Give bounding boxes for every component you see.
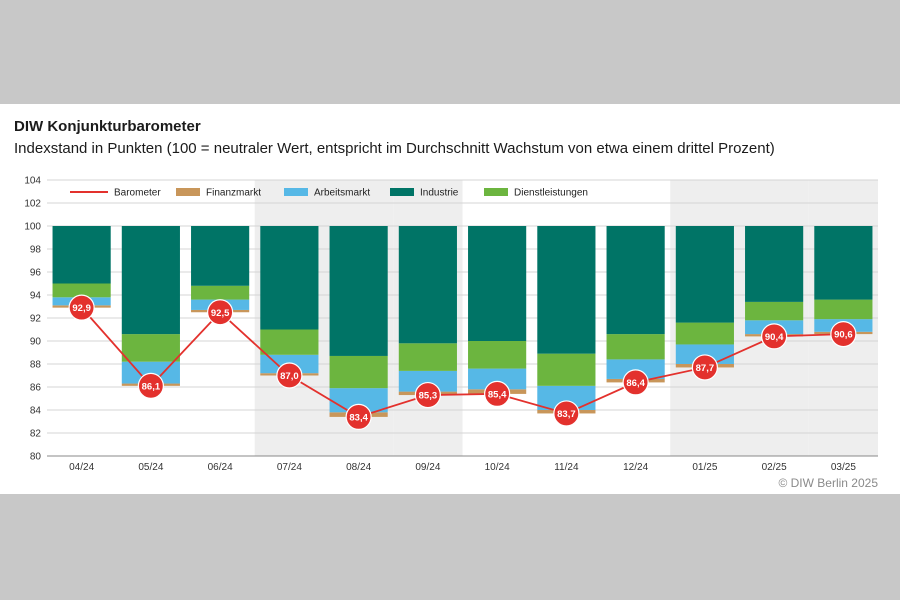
barometer-value-label: 86,1 bbox=[142, 381, 161, 392]
y-tick-label: 104 bbox=[24, 176, 41, 187]
x-tick-label: 04/24 bbox=[69, 462, 94, 473]
copyright-credit: © DIW Berlin 2025 bbox=[778, 476, 878, 490]
y-tick-label: 86 bbox=[30, 383, 42, 394]
bar-arbeitsmarkt bbox=[675, 344, 734, 364]
bar-dienstleistungen bbox=[191, 285, 250, 300]
bar-industrie bbox=[52, 226, 111, 284]
legend-swatch-industrie bbox=[390, 188, 414, 196]
x-tick-label: 03/25 bbox=[831, 462, 856, 473]
legend-swatch-finanzmarkt bbox=[176, 188, 200, 196]
bar-arbeitsmarkt bbox=[606, 359, 665, 379]
bar-dienstleistungen bbox=[675, 322, 734, 345]
legend-label: Finanzmarkt bbox=[206, 188, 261, 199]
bar-dienstleistungen bbox=[398, 343, 457, 371]
x-tick-label: 05/24 bbox=[138, 462, 163, 473]
y-tick-label: 100 bbox=[24, 222, 41, 233]
bar-industrie bbox=[260, 226, 319, 330]
barometer-point bbox=[137, 372, 164, 399]
x-tick-label: 02/25 bbox=[762, 462, 787, 473]
bar-industrie bbox=[675, 226, 734, 323]
barometer-value-label: 86,4 bbox=[626, 378, 645, 389]
chart-subtitle: Indexstand in Punkten (100 = neutraler W… bbox=[14, 140, 775, 157]
legend-label: Dienstleistungen bbox=[514, 188, 588, 199]
x-tick-label: 01/25 bbox=[692, 462, 717, 473]
barometer-point bbox=[276, 362, 303, 389]
y-tick-label: 96 bbox=[30, 268, 42, 279]
legend-swatch-arbeitsmarkt bbox=[284, 188, 308, 196]
barometer-value-label: 83,7 bbox=[557, 409, 576, 420]
barometer-value-label: 85,3 bbox=[419, 391, 438, 402]
barometer-value-label: 87,7 bbox=[696, 363, 715, 374]
bar-dienstleistungen bbox=[468, 341, 527, 369]
bar-industrie bbox=[191, 226, 250, 286]
y-tick-label: 90 bbox=[30, 337, 42, 348]
bar-industrie bbox=[814, 226, 873, 300]
bar-dienstleistungen bbox=[121, 334, 180, 362]
barometer-value-label: 90,4 bbox=[765, 332, 784, 343]
y-tick-label: 80 bbox=[30, 452, 42, 463]
chart-svg: 80 82 84 86 88 90 92 94 96 98 100 102 104 04/24 05/24 0… bbox=[24, 176, 878, 473]
bar-dienstleistungen bbox=[814, 299, 873, 320]
y-tick-label: 82 bbox=[30, 429, 42, 440]
barometer-value-label: 85,4 bbox=[488, 389, 507, 400]
barometer-value-label: 83,4 bbox=[349, 412, 368, 423]
barometer-point bbox=[761, 323, 788, 350]
bar-arbeitsmarkt bbox=[121, 361, 180, 384]
barometer-point bbox=[691, 354, 718, 381]
bar-arbeitsmarkt bbox=[398, 370, 457, 392]
y-tick-label: 94 bbox=[30, 291, 42, 302]
barometer-value-label: 92,5 bbox=[211, 308, 230, 319]
legend-swatch-dienstleistungen bbox=[484, 188, 508, 196]
barometer-value-label: 90,6 bbox=[834, 330, 853, 341]
x-tick-label: 09/24 bbox=[415, 462, 440, 473]
chart-card: DIW Konjunkturbarometer Indexstand in Pu… bbox=[0, 104, 900, 494]
barometer-value-label: 87,0 bbox=[280, 371, 299, 382]
barometer-point bbox=[622, 369, 649, 396]
y-tick-label: 88 bbox=[30, 360, 42, 371]
barometer-point bbox=[414, 381, 441, 409]
barometer-point bbox=[207, 299, 234, 326]
legend-label: Arbeitsmarkt bbox=[314, 188, 370, 199]
y-tick-label: 84 bbox=[30, 406, 42, 417]
bar-industrie bbox=[537, 226, 596, 354]
barometer-point bbox=[484, 380, 511, 407]
x-tick-label: 10/24 bbox=[485, 462, 510, 473]
barometer-point bbox=[830, 321, 857, 348]
bar-dienstleistungen bbox=[745, 301, 804, 321]
bar-dienstleistungen bbox=[260, 329, 319, 355]
chart-title: DIW Konjunkturbarometer bbox=[14, 118, 201, 135]
x-tick-label: 07/24 bbox=[277, 462, 302, 473]
barometer-point bbox=[553, 400, 580, 427]
bar-industrie bbox=[329, 226, 388, 356]
bar-industrie bbox=[121, 226, 180, 335]
bar-industrie bbox=[468, 226, 527, 341]
legend-label: Barometer bbox=[114, 188, 161, 199]
y-tick-label: 98 bbox=[30, 245, 42, 256]
legend-label: Industrie bbox=[420, 188, 459, 199]
x-tick-label: 12/24 bbox=[623, 462, 648, 473]
bar-dienstleistungen bbox=[329, 355, 388, 389]
x-tick-label: 11/24 bbox=[554, 462, 579, 473]
y-tick-label: 102 bbox=[24, 199, 41, 210]
barometer-point bbox=[345, 403, 372, 430]
bar-industrie bbox=[606, 226, 665, 335]
bar-industrie bbox=[745, 226, 804, 302]
y-tick-label: 92 bbox=[30, 314, 42, 325]
x-tick-label: 08/24 bbox=[346, 462, 371, 473]
bar-industrie bbox=[398, 226, 457, 344]
barometer-value-label: 92,9 bbox=[72, 303, 91, 314]
bar-dienstleistungen bbox=[537, 353, 596, 386]
barometer-point bbox=[68, 294, 95, 321]
x-tick-label: 06/24 bbox=[208, 462, 233, 473]
bar-dienstleistungen bbox=[606, 334, 665, 360]
bar-arbeitsmarkt bbox=[468, 368, 527, 390]
bar-dienstleistungen bbox=[52, 283, 111, 298]
